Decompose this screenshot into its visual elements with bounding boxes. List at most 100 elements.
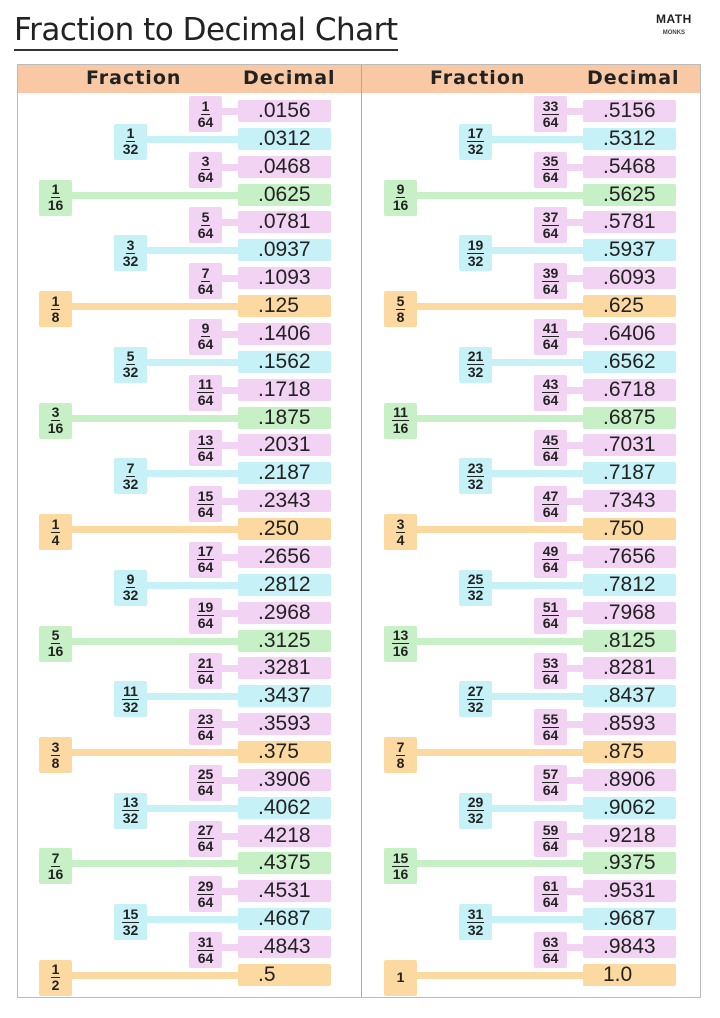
decimal-value: .0468	[238, 155, 331, 178]
connector-line	[69, 637, 238, 645]
decimal-value: .9687	[583, 908, 676, 931]
connector-line	[69, 860, 238, 868]
numerator: 1	[50, 515, 61, 533]
decimal-value: .4062	[238, 796, 331, 819]
denominator: 64	[197, 782, 214, 799]
denominator: 8	[396, 308, 405, 325]
decimal-value: .7343	[583, 490, 676, 513]
fraction-box: 11 64	[189, 374, 222, 411]
decimal-value: .8593	[583, 713, 676, 736]
fraction-box: 9 64	[189, 318, 222, 355]
numerator: 13	[391, 627, 410, 645]
denominator: 32	[122, 475, 139, 492]
fraction-box: 7 32	[114, 458, 147, 495]
connector-line	[489, 358, 583, 366]
fraction-box: 17 64	[189, 541, 222, 578]
numerator: 11	[392, 404, 409, 422]
numerator: 5	[125, 348, 136, 366]
numerator: 5	[200, 208, 211, 226]
numerator: 1	[50, 181, 61, 199]
decimal-value: .9531	[583, 880, 676, 903]
decimal-value: .4687	[238, 908, 331, 931]
decimal-value: .6093	[583, 267, 676, 290]
connector-line	[144, 804, 238, 812]
decimal-value: .1718	[238, 378, 331, 401]
numerator: 7	[395, 738, 406, 756]
denominator: 64	[542, 336, 559, 353]
connector-line	[564, 442, 583, 450]
denominator: 64	[197, 949, 214, 966]
connector-line	[564, 832, 583, 840]
numerator: 9	[200, 320, 211, 338]
numerator: 25	[196, 766, 215, 784]
denominator: 32	[467, 364, 484, 381]
denominator: 32	[122, 698, 139, 715]
denominator: 32	[467, 698, 484, 715]
decimal-value: .7031	[583, 434, 676, 457]
connector-line	[489, 916, 583, 924]
numerator: 31	[466, 905, 485, 923]
denominator: 64	[197, 447, 214, 464]
connector-line	[219, 330, 238, 338]
fraction-box: 19 64	[189, 597, 222, 634]
fraction-box: 35 64	[534, 151, 567, 188]
denominator: 64	[542, 447, 559, 464]
denominator: 64	[542, 893, 559, 910]
fraction-box: 27 64	[189, 820, 222, 857]
connector-line	[144, 470, 238, 478]
decimal-value: .7812	[583, 573, 676, 596]
denominator: 32	[467, 810, 484, 827]
connector-line	[564, 776, 583, 784]
fraction-box: 13 16	[384, 625, 417, 662]
connector-line	[219, 609, 238, 617]
numerator: 61	[541, 877, 560, 895]
denominator: 32	[122, 364, 139, 381]
fraction-box: 31 64	[189, 932, 222, 969]
decimal-value: .2031	[238, 434, 331, 457]
numerator: 53	[541, 654, 560, 672]
connector-line	[144, 693, 238, 701]
decimal-value: .6406	[583, 322, 676, 345]
decimal-value: .0312	[238, 127, 331, 150]
connector-line	[564, 108, 583, 115]
denominator: 64	[197, 670, 214, 687]
numerator: 55	[541, 710, 560, 728]
decimal-value: .0937	[238, 239, 331, 262]
numerator: 13	[121, 794, 140, 812]
fraction-box: 29 32	[459, 792, 492, 829]
connector-line	[219, 665, 238, 673]
connector-line	[219, 776, 238, 784]
fraction-box: 51 64	[534, 597, 567, 634]
numerator: 23	[466, 459, 485, 477]
decimal-value: .4843	[238, 936, 331, 959]
fraction-box: 39 64	[534, 263, 567, 300]
numerator: 7	[200, 264, 211, 282]
numerator: 41	[541, 320, 560, 338]
connector-line	[489, 804, 583, 812]
fraction-box: 13 64	[189, 430, 222, 467]
fraction-box: 13 32	[114, 792, 147, 829]
connector-line	[564, 219, 583, 227]
numerator: 7	[125, 459, 136, 477]
connector-line	[219, 888, 238, 896]
numerator: 13	[196, 431, 215, 449]
numerator: 3	[200, 153, 211, 171]
decimal-value: .7187	[583, 462, 676, 485]
math-monks-logo: MATH MONKS	[656, 12, 692, 38]
numerator: 43	[541, 376, 560, 394]
connector-line	[414, 414, 583, 422]
connector-line	[219, 108, 238, 115]
decimal-value: .2968	[238, 601, 331, 624]
fraction-box: 45 64	[534, 430, 567, 467]
fraction-box: 17 32	[459, 123, 492, 160]
fraction-box: 7 64	[189, 263, 222, 300]
numerator: 1	[50, 961, 61, 979]
numerator: 19	[196, 599, 215, 617]
connector-line	[414, 860, 583, 868]
denominator: 32	[122, 587, 139, 604]
denominator: 64	[542, 726, 559, 743]
denominator: 32	[122, 141, 139, 158]
fraction-box: 23 32	[459, 458, 492, 495]
